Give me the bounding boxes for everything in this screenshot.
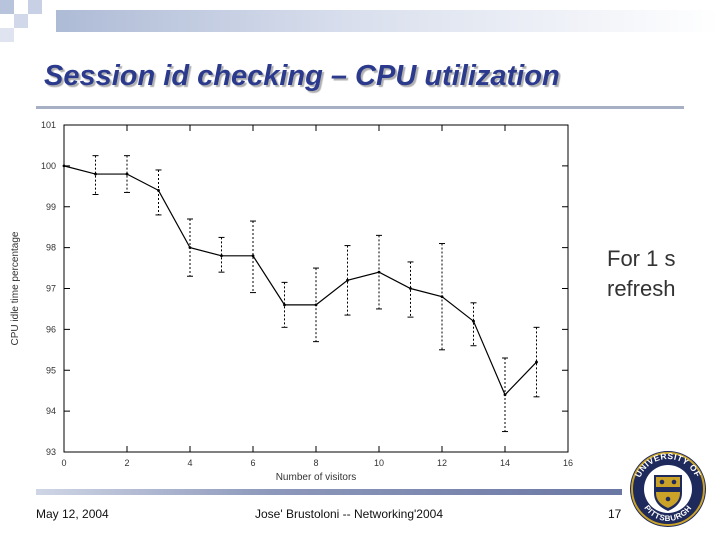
data-point	[251, 254, 255, 258]
data-point	[472, 319, 475, 323]
y-tick-label: 100	[41, 161, 56, 171]
series-line	[63, 165, 537, 396]
data-point	[220, 254, 223, 258]
data-point	[440, 295, 444, 299]
data-point	[503, 393, 507, 397]
x-tick-label: 10	[374, 458, 384, 468]
decorative-corner-squares	[0, 0, 56, 42]
y-tick-label: 101	[41, 120, 56, 130]
page-number: 17	[608, 507, 622, 521]
footer-date: May 12, 2004	[36, 507, 109, 521]
x-tick-label: 2	[124, 458, 129, 468]
title-divider	[36, 106, 684, 109]
x-axis-label: Number of visitors	[276, 472, 357, 483]
x-tick-label: 16	[563, 458, 573, 468]
slide-title: Session id checking – CPU utilization	[44, 60, 560, 92]
y-tick-label: 99	[46, 202, 56, 212]
footer-divider	[36, 489, 622, 495]
y-tick-label: 97	[46, 284, 56, 294]
x-tick-label: 8	[313, 458, 318, 468]
data-point	[283, 303, 286, 307]
x-tick-label: 14	[500, 458, 510, 468]
data-point	[188, 246, 192, 250]
y-tick-label: 98	[46, 243, 56, 253]
y-tick-label: 94	[46, 406, 56, 416]
x-tick-label: 0	[61, 458, 66, 468]
x-tick-label: 4	[187, 458, 192, 468]
data-point	[346, 278, 349, 282]
y-axis-label: CPU idle time percentage	[10, 231, 21, 345]
y-tick-label: 93	[46, 447, 56, 457]
refresh-annotation: For 1 s refresh	[607, 244, 675, 304]
data-point	[409, 287, 412, 290]
data-point	[125, 172, 129, 176]
annotation-line-2: refresh	[607, 276, 676, 301]
x-tick-label: 12	[437, 458, 447, 468]
annotation-line-1: For 1 s	[607, 246, 676, 271]
data-point	[535, 360, 538, 364]
x-tick-label: 6	[250, 458, 255, 468]
footer-presenter: Jose' Brustoloni -- Networking'2004	[255, 507, 444, 521]
data-point	[94, 172, 97, 176]
y-tick-label: 96	[46, 324, 56, 334]
data-point	[314, 303, 318, 307]
data-point	[62, 164, 66, 168]
data-point	[157, 189, 160, 192]
university-seal-logo: UNIVERSITY OF PITTSBURGH	[630, 451, 706, 527]
data-point	[377, 270, 381, 274]
y-tick-label: 95	[46, 365, 56, 375]
line-chart: 0 2 4 6 8 10 12 14 16 93 94 95 96 97 98 99 100 101 Number …	[10, 120, 573, 483]
header-gradient-bar	[56, 10, 720, 32]
